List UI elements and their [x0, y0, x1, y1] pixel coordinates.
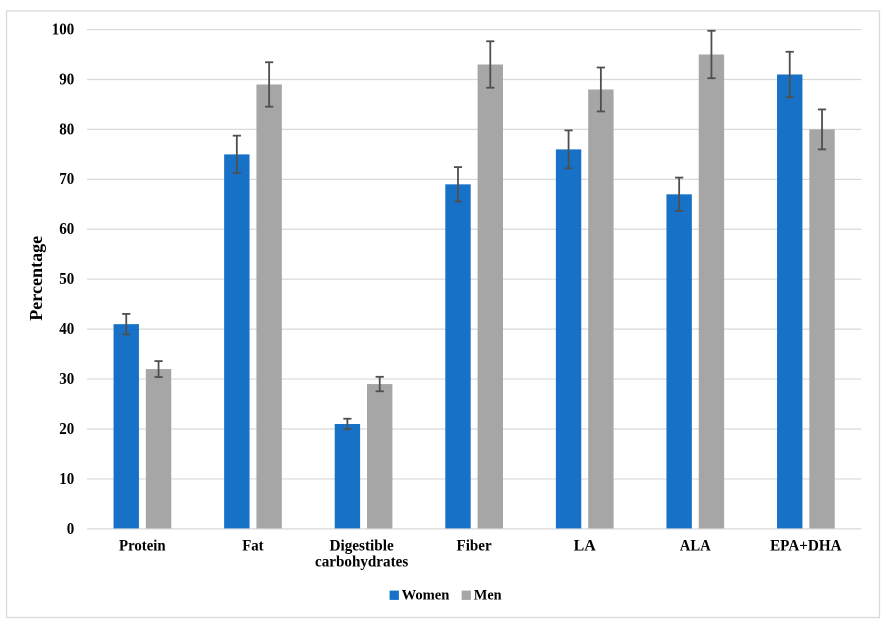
svg-text:Digestible: Digestible [330, 537, 394, 554]
svg-text:70: 70 [59, 169, 74, 188]
svg-text:Protein: Protein [119, 537, 166, 554]
svg-text:30: 30 [59, 369, 74, 388]
svg-text:EPA+DHA: EPA+DHA [770, 537, 842, 554]
svg-text:Percentage: Percentage [26, 236, 46, 321]
svg-text:LA: LA [574, 537, 597, 554]
svg-text:20: 20 [59, 419, 74, 438]
svg-text:Fiber: Fiber [457, 537, 492, 554]
svg-text:ALA: ALA [680, 537, 711, 554]
svg-text:Fat: Fat [242, 537, 264, 554]
svg-text:50: 50 [59, 269, 74, 288]
svg-text:Women: Women [402, 588, 450, 604]
svg-text:40: 40 [59, 319, 74, 338]
svg-text:10: 10 [59, 469, 74, 488]
svg-text:100: 100 [52, 19, 74, 38]
svg-text:90: 90 [59, 69, 74, 88]
svg-text:80: 80 [59, 119, 74, 138]
svg-text:carbohydrates: carbohydrates [315, 553, 408, 570]
svg-text:0: 0 [67, 519, 75, 538]
svg-text:Men: Men [474, 588, 502, 604]
svg-text:60: 60 [59, 219, 74, 238]
